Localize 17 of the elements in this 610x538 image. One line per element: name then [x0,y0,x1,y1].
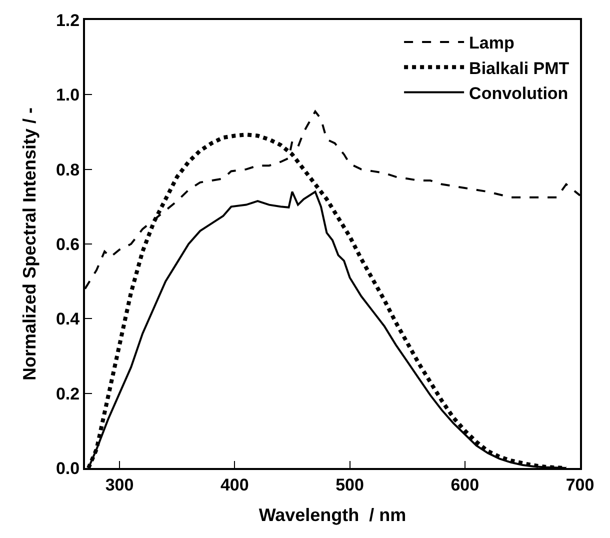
x-tick-label: 600 [450,475,480,494]
y-tick-label: 0.4 [56,310,80,329]
x-tick-label: 400 [220,475,249,494]
legend-label: Bialkali PMT [469,58,570,78]
y-tick-label: 1.0 [56,86,80,105]
y-tick-label: 0.6 [56,234,80,254]
legend-label: Convolution [469,84,568,103]
y-tick-label: 1.2 [56,10,80,30]
y-tick-label: 0.8 [56,160,80,180]
x-tick-label: 500 [336,475,364,494]
x-axis-title: Wavelength / nm [258,505,406,525]
y-tick-label: 0.2 [56,384,80,404]
y-axis-title: Normalized Spectral Intensity / - [20,107,40,381]
legend-label: Lamp [469,34,514,53]
y-tick-label: 0.0 [56,458,80,478]
x-tick-label: 300 [105,475,134,494]
x-tick-label: 700 [566,475,594,494]
